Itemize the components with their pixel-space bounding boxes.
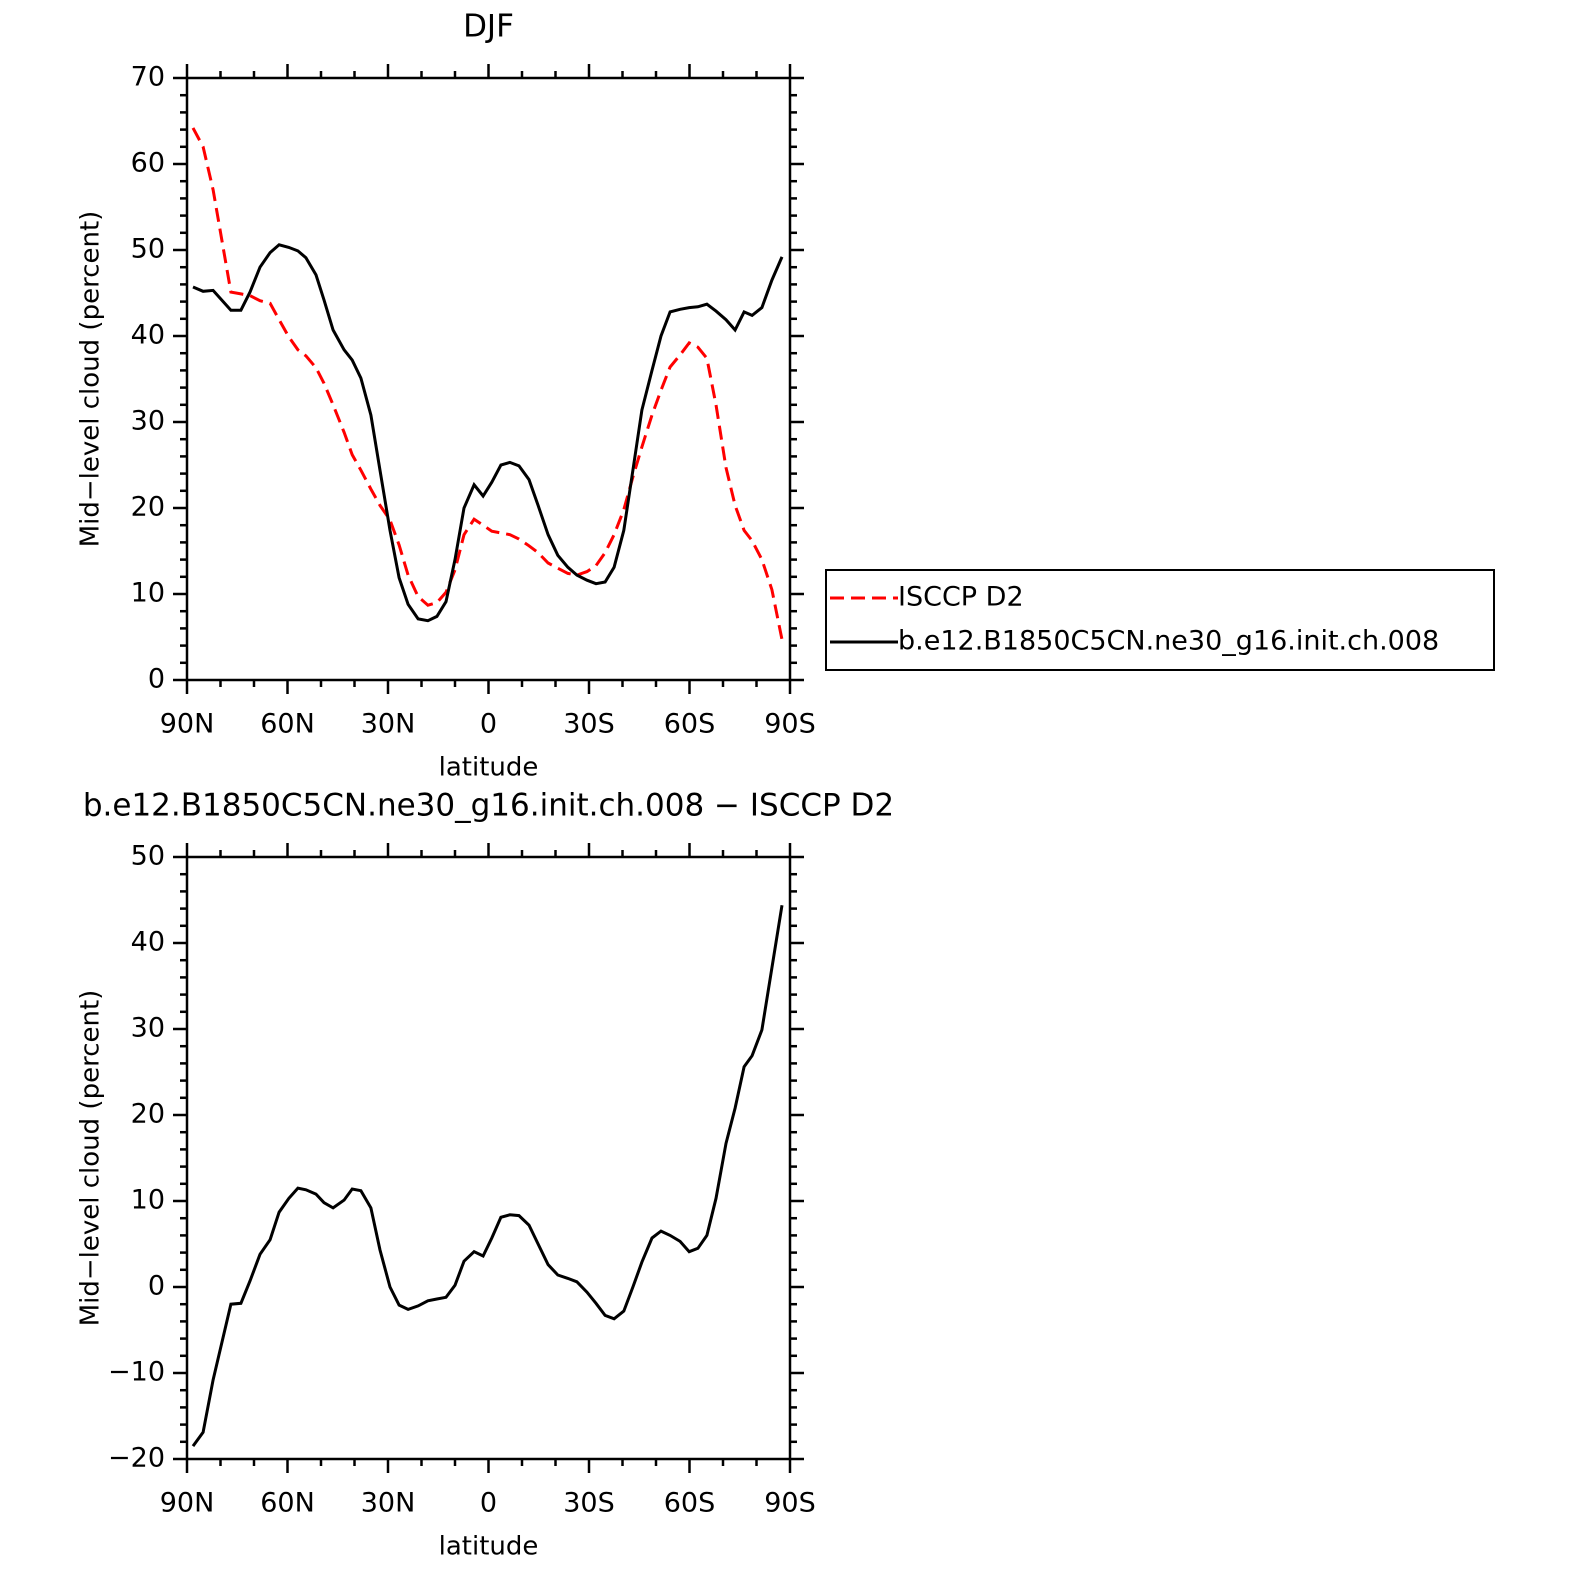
chart-title: DJF bbox=[463, 9, 514, 45]
data-line bbox=[192, 243, 784, 623]
y-tick-label: 50 bbox=[131, 234, 165, 265]
x-tick-label: 60S bbox=[664, 1488, 716, 1519]
x-tick-label: 30N bbox=[361, 709, 416, 740]
y-tick-label: 0 bbox=[148, 664, 165, 695]
x-tick-label: 60N bbox=[260, 1488, 315, 1519]
chart-title: b.e12.B1850C5CN.ne30_g16.init.ch.008 − I… bbox=[83, 788, 894, 824]
y-tick-label: 60 bbox=[131, 148, 165, 179]
x-tick-label: 60S bbox=[664, 709, 716, 740]
x-tick-label: 30N bbox=[361, 1488, 416, 1519]
x-tick-label: 90N bbox=[160, 709, 215, 740]
x-tick-label: 0 bbox=[480, 709, 497, 740]
y-tick-label: 40 bbox=[131, 927, 165, 958]
y-axis-label: Mid−level cloud (percent) bbox=[76, 211, 106, 548]
y-tick-label: 40 bbox=[131, 320, 165, 351]
x-tick-label: 60N bbox=[260, 709, 315, 740]
y-tick-label: 0 bbox=[148, 1271, 165, 1302]
x-tick-label: 30S bbox=[563, 1488, 615, 1519]
x-tick-label: 90S bbox=[764, 709, 816, 740]
legend-label: ISCCP D2 bbox=[898, 582, 1024, 613]
y-tick-label: 10 bbox=[131, 578, 165, 609]
y-tick-label: −10 bbox=[108, 1357, 165, 1388]
y-tick-label: 50 bbox=[131, 841, 165, 872]
y-tick-label: 20 bbox=[131, 1099, 165, 1130]
y-axis-label: Mid−level cloud (percent) bbox=[76, 990, 106, 1327]
data-line bbox=[191, 904, 784, 1447]
y-tick-label: −20 bbox=[108, 1443, 165, 1474]
legend-box bbox=[825, 569, 1495, 671]
y-tick-label: 20 bbox=[131, 492, 165, 523]
x-axis-label: latitude bbox=[439, 753, 539, 783]
x-tick-label: 0 bbox=[480, 1488, 497, 1519]
x-axis-label: latitude bbox=[439, 1532, 539, 1562]
plot-frame bbox=[185, 855, 792, 1461]
data-line bbox=[191, 127, 784, 640]
x-tick-label: 30S bbox=[563, 709, 615, 740]
plot-frame bbox=[185, 76, 792, 682]
y-tick-label: 30 bbox=[131, 1013, 165, 1044]
y-tick-label: 10 bbox=[131, 1185, 165, 1216]
x-tick-label: 90N bbox=[160, 1488, 215, 1519]
x-tick-label: 90S bbox=[764, 1488, 816, 1519]
y-tick-label: 30 bbox=[131, 406, 165, 437]
legend-label: b.e12.B1850C5CN.ne30_g16.init.ch.008 bbox=[898, 626, 1439, 657]
y-tick-label: 70 bbox=[131, 62, 165, 93]
